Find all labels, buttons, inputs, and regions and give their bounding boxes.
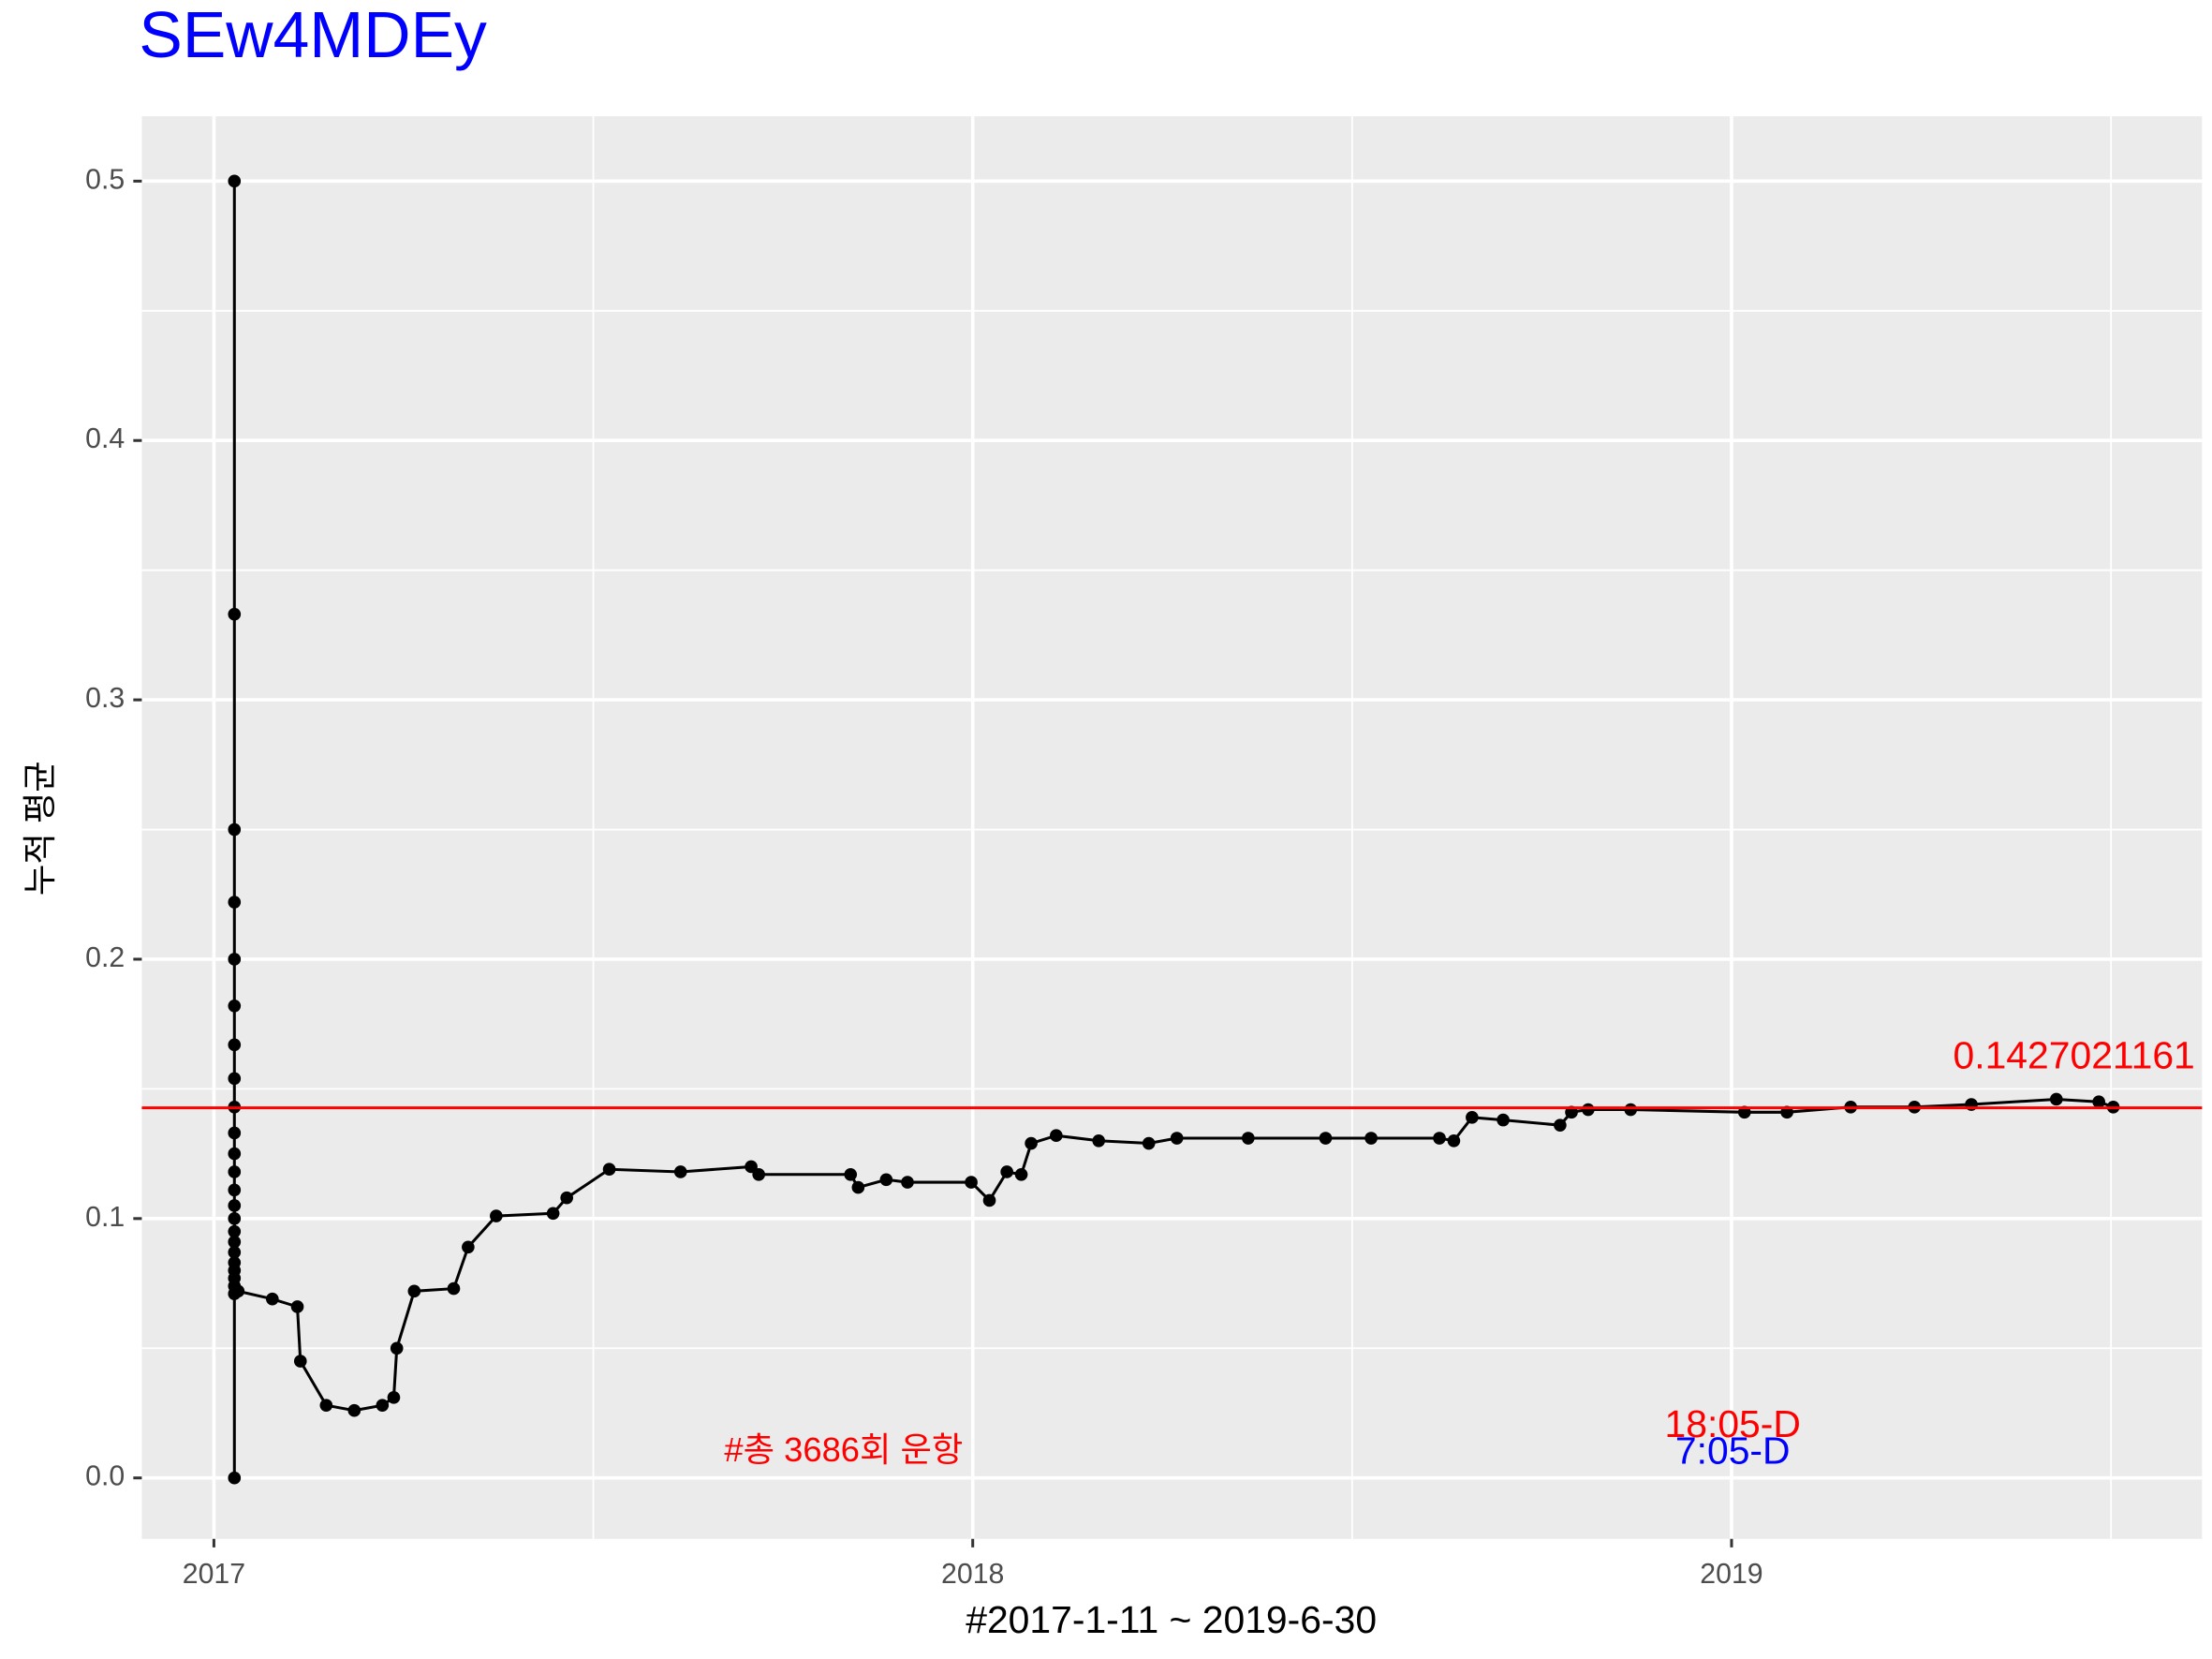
point <box>407 1284 421 1298</box>
point <box>1242 1132 1255 1145</box>
point <box>228 999 242 1013</box>
point <box>293 1355 307 1368</box>
x-tick-label: 2019 <box>1700 1559 1762 1590</box>
point <box>1447 1133 1461 1148</box>
point <box>1319 1132 1333 1145</box>
y-axis-title: 누적 평균 <box>21 761 59 896</box>
y-tick-label: 0.1 <box>85 1202 125 1233</box>
point <box>1142 1136 1156 1150</box>
point <box>390 1341 404 1355</box>
point <box>1466 1111 1479 1124</box>
point <box>231 1284 245 1298</box>
point <box>265 1292 279 1306</box>
annotation: 18:05-D <box>1665 1402 1801 1445</box>
point <box>376 1399 390 1412</box>
point <box>673 1165 687 1178</box>
point <box>290 1300 304 1313</box>
point <box>228 1072 242 1086</box>
point <box>1624 1103 1638 1117</box>
point <box>228 1199 242 1212</box>
point <box>844 1167 858 1181</box>
point <box>1170 1132 1184 1145</box>
y-tick-label: 0.0 <box>85 1461 125 1492</box>
point <box>1014 1167 1028 1181</box>
point <box>546 1207 560 1221</box>
point <box>1364 1132 1378 1145</box>
annotation: 7:05-D <box>1675 1429 1791 1473</box>
point <box>228 1471 242 1485</box>
point <box>851 1180 865 1194</box>
point <box>1050 1129 1063 1143</box>
point <box>752 1167 766 1181</box>
x-tick-label: 2017 <box>183 1559 245 1590</box>
point <box>319 1399 333 1412</box>
point <box>1025 1136 1038 1150</box>
point <box>228 953 242 966</box>
point <box>228 1246 242 1259</box>
point <box>1554 1118 1567 1132</box>
point <box>1497 1113 1510 1127</box>
panel <box>141 116 2203 1539</box>
point <box>879 1173 893 1187</box>
point <box>1433 1132 1446 1145</box>
y-tick-label: 0.3 <box>85 683 125 714</box>
point <box>228 174 242 188</box>
point <box>447 1281 461 1296</box>
point <box>1000 1165 1013 1178</box>
point <box>228 822 242 837</box>
point <box>228 896 242 909</box>
point <box>1582 1103 1595 1117</box>
point <box>228 1126 242 1140</box>
point <box>901 1176 914 1189</box>
chart-title: SEw4MDEy <box>139 0 487 71</box>
point <box>560 1191 574 1205</box>
point <box>965 1176 978 1189</box>
y-tick-label: 0.2 <box>85 942 125 973</box>
point <box>228 1183 242 1197</box>
point <box>228 1038 242 1052</box>
point <box>347 1403 361 1417</box>
point <box>490 1209 503 1222</box>
y-tick-label: 0.5 <box>85 164 125 195</box>
point <box>228 1235 242 1249</box>
point <box>1092 1133 1106 1148</box>
point <box>982 1193 996 1207</box>
reference-value-label: 0.1427021161 <box>1954 1033 2195 1076</box>
x-axis-title: #2017-1-11 ~ 2019-6-30 <box>966 1598 1377 1641</box>
annotation: #총 3686회 운항 <box>724 1430 963 1469</box>
point <box>228 1165 242 1178</box>
point <box>228 607 242 621</box>
point <box>228 1212 242 1225</box>
point <box>387 1391 401 1404</box>
point <box>462 1240 475 1254</box>
point <box>228 1224 242 1238</box>
y-tick-label: 0.4 <box>85 423 125 454</box>
point <box>2049 1092 2063 1106</box>
point <box>228 1147 242 1161</box>
point <box>602 1163 616 1177</box>
x-tick-label: 2018 <box>941 1559 1004 1590</box>
point <box>2092 1095 2105 1109</box>
